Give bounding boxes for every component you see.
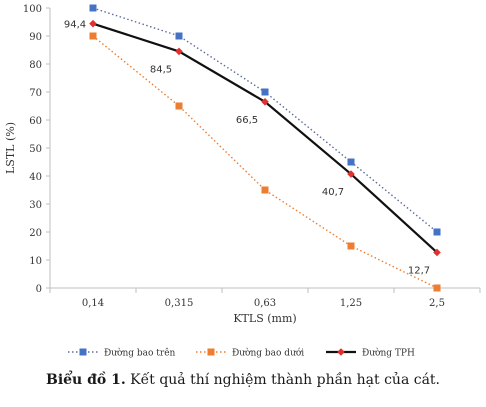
x-tick-label: 0,14 bbox=[82, 298, 104, 309]
data-point bbox=[433, 284, 441, 292]
data-label: 84,5 bbox=[150, 64, 172, 75]
x-axis: 0,14 0,315 0,63 1,25 2,5 bbox=[49, 287, 481, 309]
y-tick-label: 20 bbox=[29, 228, 42, 239]
data-label: 66,5 bbox=[236, 115, 258, 126]
y-axis-title: LSTL (%) bbox=[4, 122, 17, 174]
data-point bbox=[175, 47, 183, 56]
data-point bbox=[347, 158, 355, 166]
data-label-layer: 94,4 84,5 66,5 40,7 12,7 bbox=[64, 20, 430, 277]
y-tick-label: 90 bbox=[29, 32, 42, 43]
y-tick-label: 60 bbox=[29, 116, 42, 127]
data-point bbox=[433, 228, 441, 236]
legend-marker bbox=[337, 348, 345, 356]
y-tick-label: 30 bbox=[29, 200, 42, 211]
legend-label: Đường bao trên bbox=[104, 348, 176, 359]
data-point bbox=[89, 32, 97, 40]
chart: 0 10 20 30 40 50 60 70 80 90 100 0,14 0,315 0,63 1,25… bbox=[4, 4, 481, 359]
y-tick-label: 40 bbox=[29, 172, 42, 183]
y-tick-label: 10 bbox=[29, 256, 42, 267]
series-line bbox=[92, 35, 438, 289]
data-point bbox=[175, 102, 183, 110]
data-point bbox=[89, 19, 97, 28]
legend-marker bbox=[207, 348, 215, 356]
data-point bbox=[261, 98, 269, 106]
y-tick-label: 100 bbox=[23, 4, 42, 15]
y-tick-label: 50 bbox=[29, 144, 42, 155]
data-point bbox=[89, 4, 97, 12]
legend-label: Đường bao dưới bbox=[232, 348, 304, 359]
series-line bbox=[92, 7, 438, 233]
data-point bbox=[261, 88, 269, 96]
data-point bbox=[261, 186, 269, 194]
legend-label: Đường TPH bbox=[362, 348, 415, 359]
caption-text: Kết quả thí nghiệm thành phần hạt của cá… bbox=[125, 372, 441, 388]
x-tick-label: 0,315 bbox=[165, 298, 194, 309]
caption-number: Biểu đồ 1. bbox=[45, 372, 126, 388]
data-point bbox=[347, 242, 355, 250]
series-layer bbox=[89, 4, 441, 292]
x-tick-label: 2,5 bbox=[429, 298, 445, 309]
data-point bbox=[347, 170, 355, 178]
figure-caption: Biểu đồ 1. Kết quả thí nghiệm thành phần… bbox=[0, 372, 486, 388]
data-label: 40,7 bbox=[322, 187, 344, 198]
y-tick-label: 0 bbox=[36, 284, 42, 295]
data-label: 94,4 bbox=[64, 20, 86, 31]
y-tick-label: 70 bbox=[29, 88, 42, 99]
x-tick-label: 1,25 bbox=[340, 298, 362, 309]
x-axis-title: KTLS (mm) bbox=[233, 312, 296, 325]
series-line bbox=[92, 22, 438, 254]
legend-marker bbox=[79, 348, 87, 356]
data-point bbox=[433, 248, 441, 257]
x-tick-label: 0,63 bbox=[254, 298, 276, 309]
data-label: 12,7 bbox=[408, 265, 430, 276]
legend: Đường bao trên Đường bao dưới Đường TPH bbox=[68, 348, 415, 359]
y-axis: 0 10 20 30 40 50 60 70 80 90 100 bbox=[23, 4, 51, 295]
y-tick-label: 80 bbox=[29, 60, 42, 71]
data-point bbox=[175, 32, 183, 40]
